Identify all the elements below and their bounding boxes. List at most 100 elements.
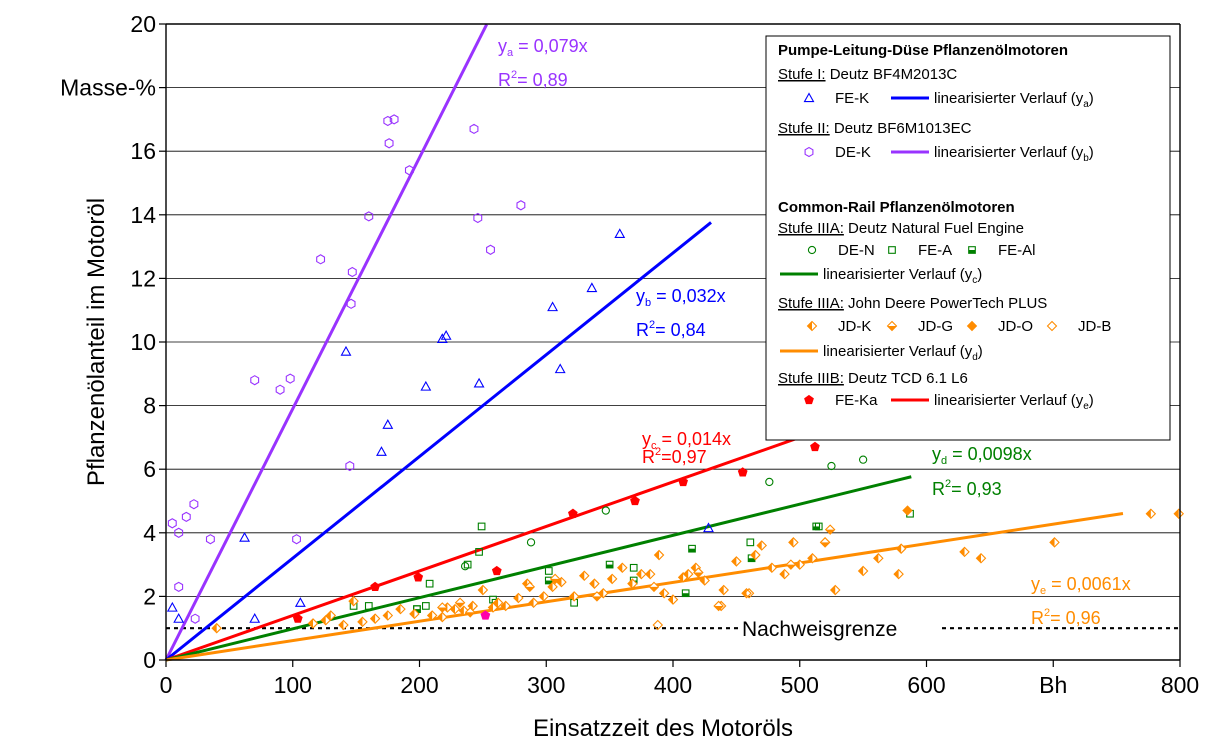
point-fe-ka-6-shape (678, 476, 688, 487)
point-fe-a-7-shape (477, 522, 486, 531)
legend-marker-fe-al-fill (968, 250, 976, 254)
point-jd-k-57 (873, 552, 884, 564)
point-fe-k-11 (473, 377, 485, 388)
legend-stufe-12: Stufe IIIB: Deutz TCD 6.1 L6 (778, 370, 968, 387)
r2-ya-r: R (498, 70, 511, 90)
equation-yc-rest: = 0,014x (657, 429, 732, 449)
regression-line-yd (165, 475, 912, 662)
point-de-n-2-shape (601, 506, 610, 515)
point-de-k-14-shape (347, 266, 357, 278)
point-fe-a-6-shape (475, 548, 483, 556)
point-jd-k-34 (636, 568, 647, 580)
y-tick-label-0: 0 (143, 647, 156, 673)
point-jd-k-29 (589, 578, 600, 589)
x-tick-label-6: 600 (907, 672, 945, 698)
legend-label-jd-o: JD-O (998, 318, 1033, 335)
y-tick-label-8: 8 (143, 393, 156, 419)
point-jd-k-29-fill (589, 579, 595, 589)
point-fe-al-7-fill (748, 558, 755, 562)
point-jd-k-53 (807, 552, 818, 564)
legend-marker-jd-o-shape (966, 320, 978, 332)
point-jd-k-32-fill (617, 563, 623, 573)
point-jd-k-64-fill (1174, 509, 1179, 519)
y-tick-label-6: 6 (143, 456, 156, 482)
x-tick-label-1: 100 (274, 672, 312, 698)
legend-line-sub-a: a (1083, 99, 1089, 110)
r2-ya: R2= 0,89 (498, 69, 568, 90)
legend-marker-de-n (807, 245, 817, 255)
point-fe-k-2-shape (239, 531, 251, 542)
r2-yb-val: = 0,84 (655, 320, 706, 340)
equation-yc-sym: y (642, 429, 651, 449)
y-unit-label: Masse-% (60, 75, 156, 101)
equation-ye-sub: e (1040, 585, 1046, 597)
equation-yd-sym: y (932, 444, 941, 464)
point-jd-g-9 (785, 559, 797, 570)
point-jd-k-58-fill (894, 569, 899, 579)
point-extra-0 (480, 610, 491, 620)
legend-marker-de-n-shape (807, 245, 817, 255)
point-fe-ka-3 (491, 565, 502, 576)
point-jd-b-0-shape (652, 619, 664, 631)
legend-line-sub-d: d (972, 352, 978, 363)
point-de-k-16 (383, 115, 393, 127)
point-fe-ka-3-shape (491, 565, 502, 576)
point-de-k-2-shape (174, 527, 184, 538)
x-tick-label-7: Bh (1039, 672, 1067, 698)
point-jd-k-5-fill (349, 596, 354, 606)
point-fe-k-16-shape (703, 522, 714, 533)
point-de-k-6 (205, 534, 215, 545)
point-jd-k-52 (794, 559, 806, 570)
point-de-k-21 (473, 212, 483, 224)
legend-marker-de-k-shape (804, 146, 814, 158)
point-fe-a-3 (421, 602, 430, 610)
point-de-k-22 (486, 244, 495, 255)
point-fe-k-3 (249, 613, 261, 623)
x-tick-label-0: 0 (160, 672, 173, 698)
point-jd-k-34-fill (636, 569, 642, 579)
point-de-k-9 (285, 373, 295, 384)
point-fe-ka-0-shape (292, 613, 303, 623)
point-de-n-5 (858, 455, 868, 464)
point-jd-g-8-fill (714, 605, 724, 611)
point-jd-k-38-fill (668, 595, 673, 605)
legend-marker-jd-o (966, 320, 978, 332)
equation-yb-rest: = 0,032x (651, 286, 726, 306)
point-jd-k-6 (357, 616, 368, 628)
point-de-k-13-shape (346, 298, 356, 309)
point-jd-k-56 (857, 565, 869, 577)
legend-marker-jd-k (806, 320, 818, 332)
point-fe-ka-4 (568, 508, 578, 518)
point-jd-k-5 (348, 595, 359, 607)
point-jd-k-47 (750, 549, 761, 561)
r2-yb: R2= 0,84 (636, 319, 706, 340)
point-jd-b-1 (743, 587, 755, 599)
point-jd-g-4 (549, 573, 561, 585)
point-jd-k-28 (578, 570, 590, 582)
y-tick-label-20: 20 (130, 11, 156, 37)
point-jd-k-36 (653, 549, 665, 561)
point-jd-k-11-fill (427, 610, 433, 620)
point-jd-g-5-fill (592, 596, 602, 601)
legend-label-jd-k: JD-K (838, 318, 871, 335)
point-jd-k-35-fill (645, 569, 651, 579)
point-fe-k-0-shape (166, 601, 178, 612)
point-jd-k-49 (766, 562, 778, 574)
legend-line-sub-c: c (972, 275, 977, 286)
point-fe-al-6-fill (688, 548, 696, 552)
point-fe-a-9-shape (544, 567, 553, 575)
detection-limit-label: Nachweisgrenze (742, 618, 897, 641)
y-tick-label-10: 10 (130, 329, 156, 355)
point-jd-g-5 (591, 591, 603, 602)
point-de-k-20-shape (469, 123, 479, 135)
legend-label-jd-g: JD-G (918, 318, 953, 335)
legend-stufe-6: Stufe IIIA: Deutz Natural Fuel Engine (778, 220, 1024, 237)
point-jd-k-12 (437, 611, 448, 623)
point-jd-k-37-fill (659, 588, 665, 598)
point-fe-k-16 (703, 522, 714, 533)
legend-marker-jd-k-fill (807, 321, 812, 331)
r2-ye: R2= 0,96 (1031, 607, 1101, 628)
point-jd-k-19-fill (493, 598, 499, 608)
point-jd-k-45-fill (731, 556, 737, 566)
